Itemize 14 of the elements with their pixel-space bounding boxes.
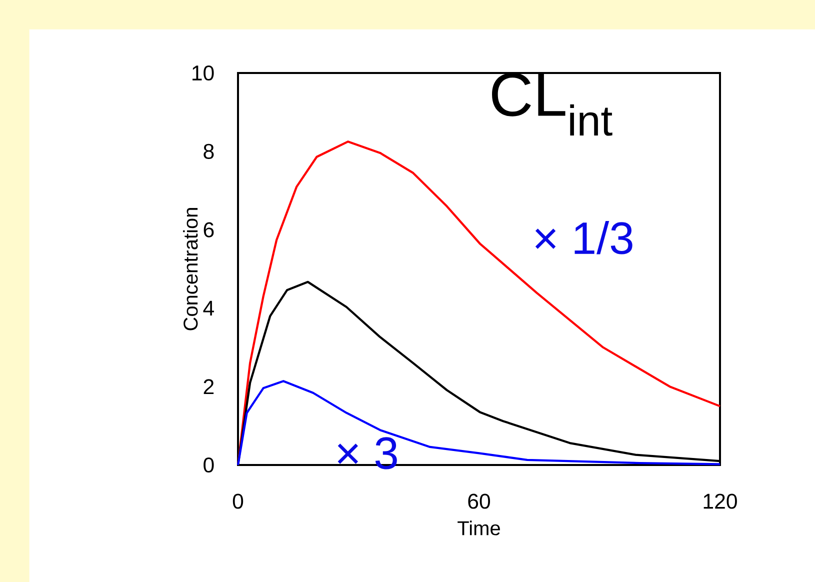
x-tick-label: 60 [468,494,490,509]
y-tick-label: 0 [204,457,214,473]
y-tick-label: 4 [203,300,214,316]
y-tick-label: 10 [192,65,214,81]
y-tick-label: 2 [204,379,214,394]
annotation: × 1/3 [535,220,632,254]
annotation: × 3 [338,437,397,470]
annotation: CL$_{int}$ [492,72,612,136]
x-axis-title: Time [458,520,500,536]
y-tick-label: 8 [204,144,214,159]
x-tick-label: 0 [232,494,244,509]
y-axis-title: Concentration [183,208,198,330]
x-tick-label: 120 [704,494,737,509]
y-tick-label: 6 [204,222,214,238]
